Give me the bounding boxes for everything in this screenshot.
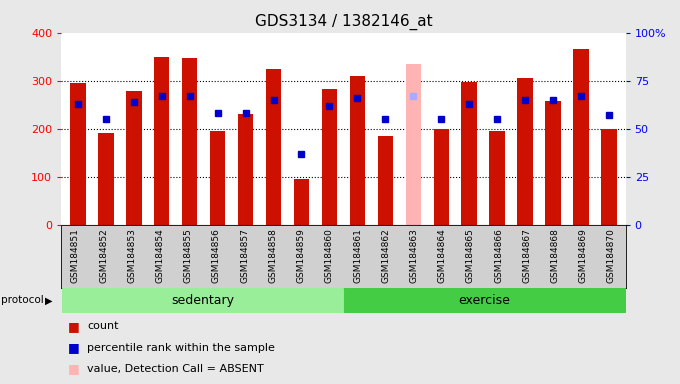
Bar xyxy=(294,179,309,225)
Text: GSM184851: GSM184851 xyxy=(71,228,80,283)
Text: ■: ■ xyxy=(68,362,80,375)
Bar xyxy=(70,83,86,225)
Bar xyxy=(517,78,532,225)
Text: GSM184865: GSM184865 xyxy=(466,228,475,283)
Bar xyxy=(377,136,393,225)
Text: percentile rank within the sample: percentile rank within the sample xyxy=(87,343,275,353)
Text: GSM184853: GSM184853 xyxy=(127,228,136,283)
Bar xyxy=(545,101,560,225)
Text: GSM184858: GSM184858 xyxy=(269,228,277,283)
Bar xyxy=(490,131,505,225)
Text: protocol: protocol xyxy=(1,295,44,306)
Bar xyxy=(62,288,343,313)
Text: GSM184868: GSM184868 xyxy=(551,228,560,283)
Text: GSM184852: GSM184852 xyxy=(99,228,108,283)
Bar xyxy=(462,82,477,225)
Bar xyxy=(182,58,197,225)
Title: GDS3134 / 1382146_at: GDS3134 / 1382146_at xyxy=(254,14,432,30)
Text: ■: ■ xyxy=(68,383,80,384)
Text: sedentary: sedentary xyxy=(171,294,234,307)
Bar xyxy=(601,129,617,225)
Text: GSM184869: GSM184869 xyxy=(579,228,588,283)
Bar xyxy=(210,131,225,225)
Text: value, Detection Call = ABSENT: value, Detection Call = ABSENT xyxy=(87,364,264,374)
Text: exercise: exercise xyxy=(458,294,511,307)
Text: GSM184864: GSM184864 xyxy=(438,228,447,283)
Bar xyxy=(154,57,169,225)
Text: count: count xyxy=(87,321,118,331)
Text: ■: ■ xyxy=(68,320,80,333)
Bar xyxy=(266,69,282,225)
Text: GSM184870: GSM184870 xyxy=(607,228,616,283)
Bar xyxy=(238,114,253,225)
Text: GSM184862: GSM184862 xyxy=(381,228,390,283)
Text: GSM184863: GSM184863 xyxy=(409,228,418,283)
Text: GSM184854: GSM184854 xyxy=(156,228,165,283)
Text: GSM184855: GSM184855 xyxy=(184,228,192,283)
Text: ■: ■ xyxy=(68,341,80,354)
Bar xyxy=(344,288,625,313)
Text: GSM184867: GSM184867 xyxy=(522,228,531,283)
Bar xyxy=(126,91,141,225)
Text: GSM184857: GSM184857 xyxy=(240,228,249,283)
Text: GSM184859: GSM184859 xyxy=(296,228,305,283)
Bar xyxy=(350,76,365,225)
Bar xyxy=(322,89,337,225)
Text: GSM184860: GSM184860 xyxy=(325,228,334,283)
Bar xyxy=(405,64,421,225)
Bar xyxy=(434,129,449,225)
Text: GSM184866: GSM184866 xyxy=(494,228,503,283)
Bar xyxy=(98,134,114,225)
Text: ▶: ▶ xyxy=(45,295,52,306)
Bar xyxy=(573,50,589,225)
Text: GSM184856: GSM184856 xyxy=(212,228,221,283)
Text: GSM184861: GSM184861 xyxy=(353,228,362,283)
